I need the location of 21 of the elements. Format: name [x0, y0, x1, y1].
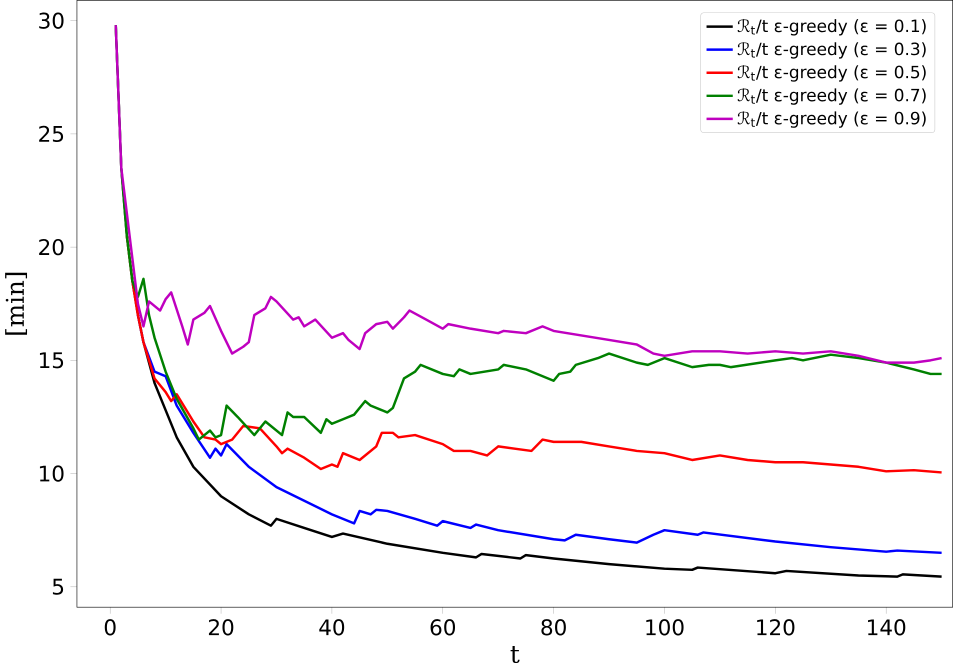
x-tick-label: 20 [208, 619, 234, 636]
legend-label: ℛ$_{t}$/t ε-greedy (ε = 0.7) [738, 88, 926, 105]
x-tick-label: 140 [868, 619, 906, 636]
x-tick-label: 0 [104, 619, 116, 636]
legend-label: ℛ$_{t}$/t ε-greedy (ε = 0.9) [738, 111, 926, 128]
x-tick-label: 40 [319, 619, 344, 636]
y-axis-title: [min] [5, 272, 28, 335]
y-tick-label: 25 [39, 126, 64, 142]
x-tick-label: 100 [646, 619, 684, 636]
legend-label: ℛ$_{t}$/t ε-greedy (ε = 0.5) [738, 64, 926, 82]
legend-label: ℛ$_{t}$/t ε-greedy (ε = 0.1) [738, 18, 926, 36]
y-tick-label: 15 [40, 352, 64, 368]
y-tick-label: 10 [40, 465, 64, 482]
x-tick-label: 60 [430, 619, 456, 636]
x-tick-label: 120 [757, 619, 794, 636]
y-tick-label: 20 [39, 238, 64, 256]
y-tick-label: 30 [39, 12, 64, 29]
x-axis-title: t [510, 646, 520, 663]
x-tick-label: 80 [541, 619, 566, 636]
legend-label: ℛ$_{t}$/t ε-greedy (ε = 0.3) [738, 42, 926, 58]
y-tick-label: 5 [52, 578, 64, 595]
